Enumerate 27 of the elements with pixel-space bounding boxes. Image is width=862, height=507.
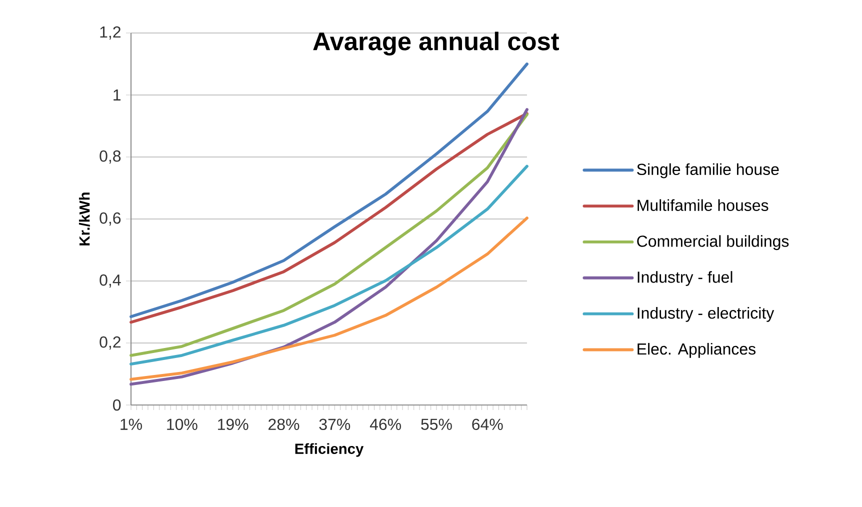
y-tick-label: 1: [114, 90, 121, 100]
y-tick-label: 0: [113, 399, 121, 411]
x-tick-label: 55%: [421, 418, 452, 430]
x-tick-label: 37%: [319, 418, 350, 430]
y-tick-label: 0,2: [100, 336, 120, 350]
chart-title: Avarage annual cost: [313, 32, 559, 56]
y-axis-title: Kr./kWh: [78, 192, 90, 246]
legend-label: Industry - fuel: [638, 271, 732, 286]
x-tick-label: 19%: [218, 418, 248, 430]
x-tick-label: 46%: [370, 418, 402, 430]
legend-label: Multifamile houses: [638, 199, 768, 211]
legend-label: Commercial buildings: [637, 235, 789, 250]
legend-label: Single familie house: [637, 163, 779, 178]
line-series: [130, 164, 528, 366]
x-tick-label: 64%: [472, 418, 503, 430]
y-tick-label: 0,4: [100, 274, 121, 288]
legend-label: Industry - electricity: [638, 307, 774, 322]
x-tick-label: 10%: [167, 418, 198, 430]
x-tick-label: 1%: [120, 418, 142, 430]
x-axis-title: Efficiency: [295, 443, 364, 457]
line-series: [130, 216, 528, 381]
y-tick-label: 1,2: [100, 26, 120, 40]
x-tick-label: 28%: [268, 418, 300, 430]
y-tick-label: 0,6: [100, 212, 121, 226]
line-series: [130, 62, 528, 318]
y-tick-label: 0,8: [100, 150, 121, 164]
legend-label: Elec. Appliances: [638, 342, 756, 358]
